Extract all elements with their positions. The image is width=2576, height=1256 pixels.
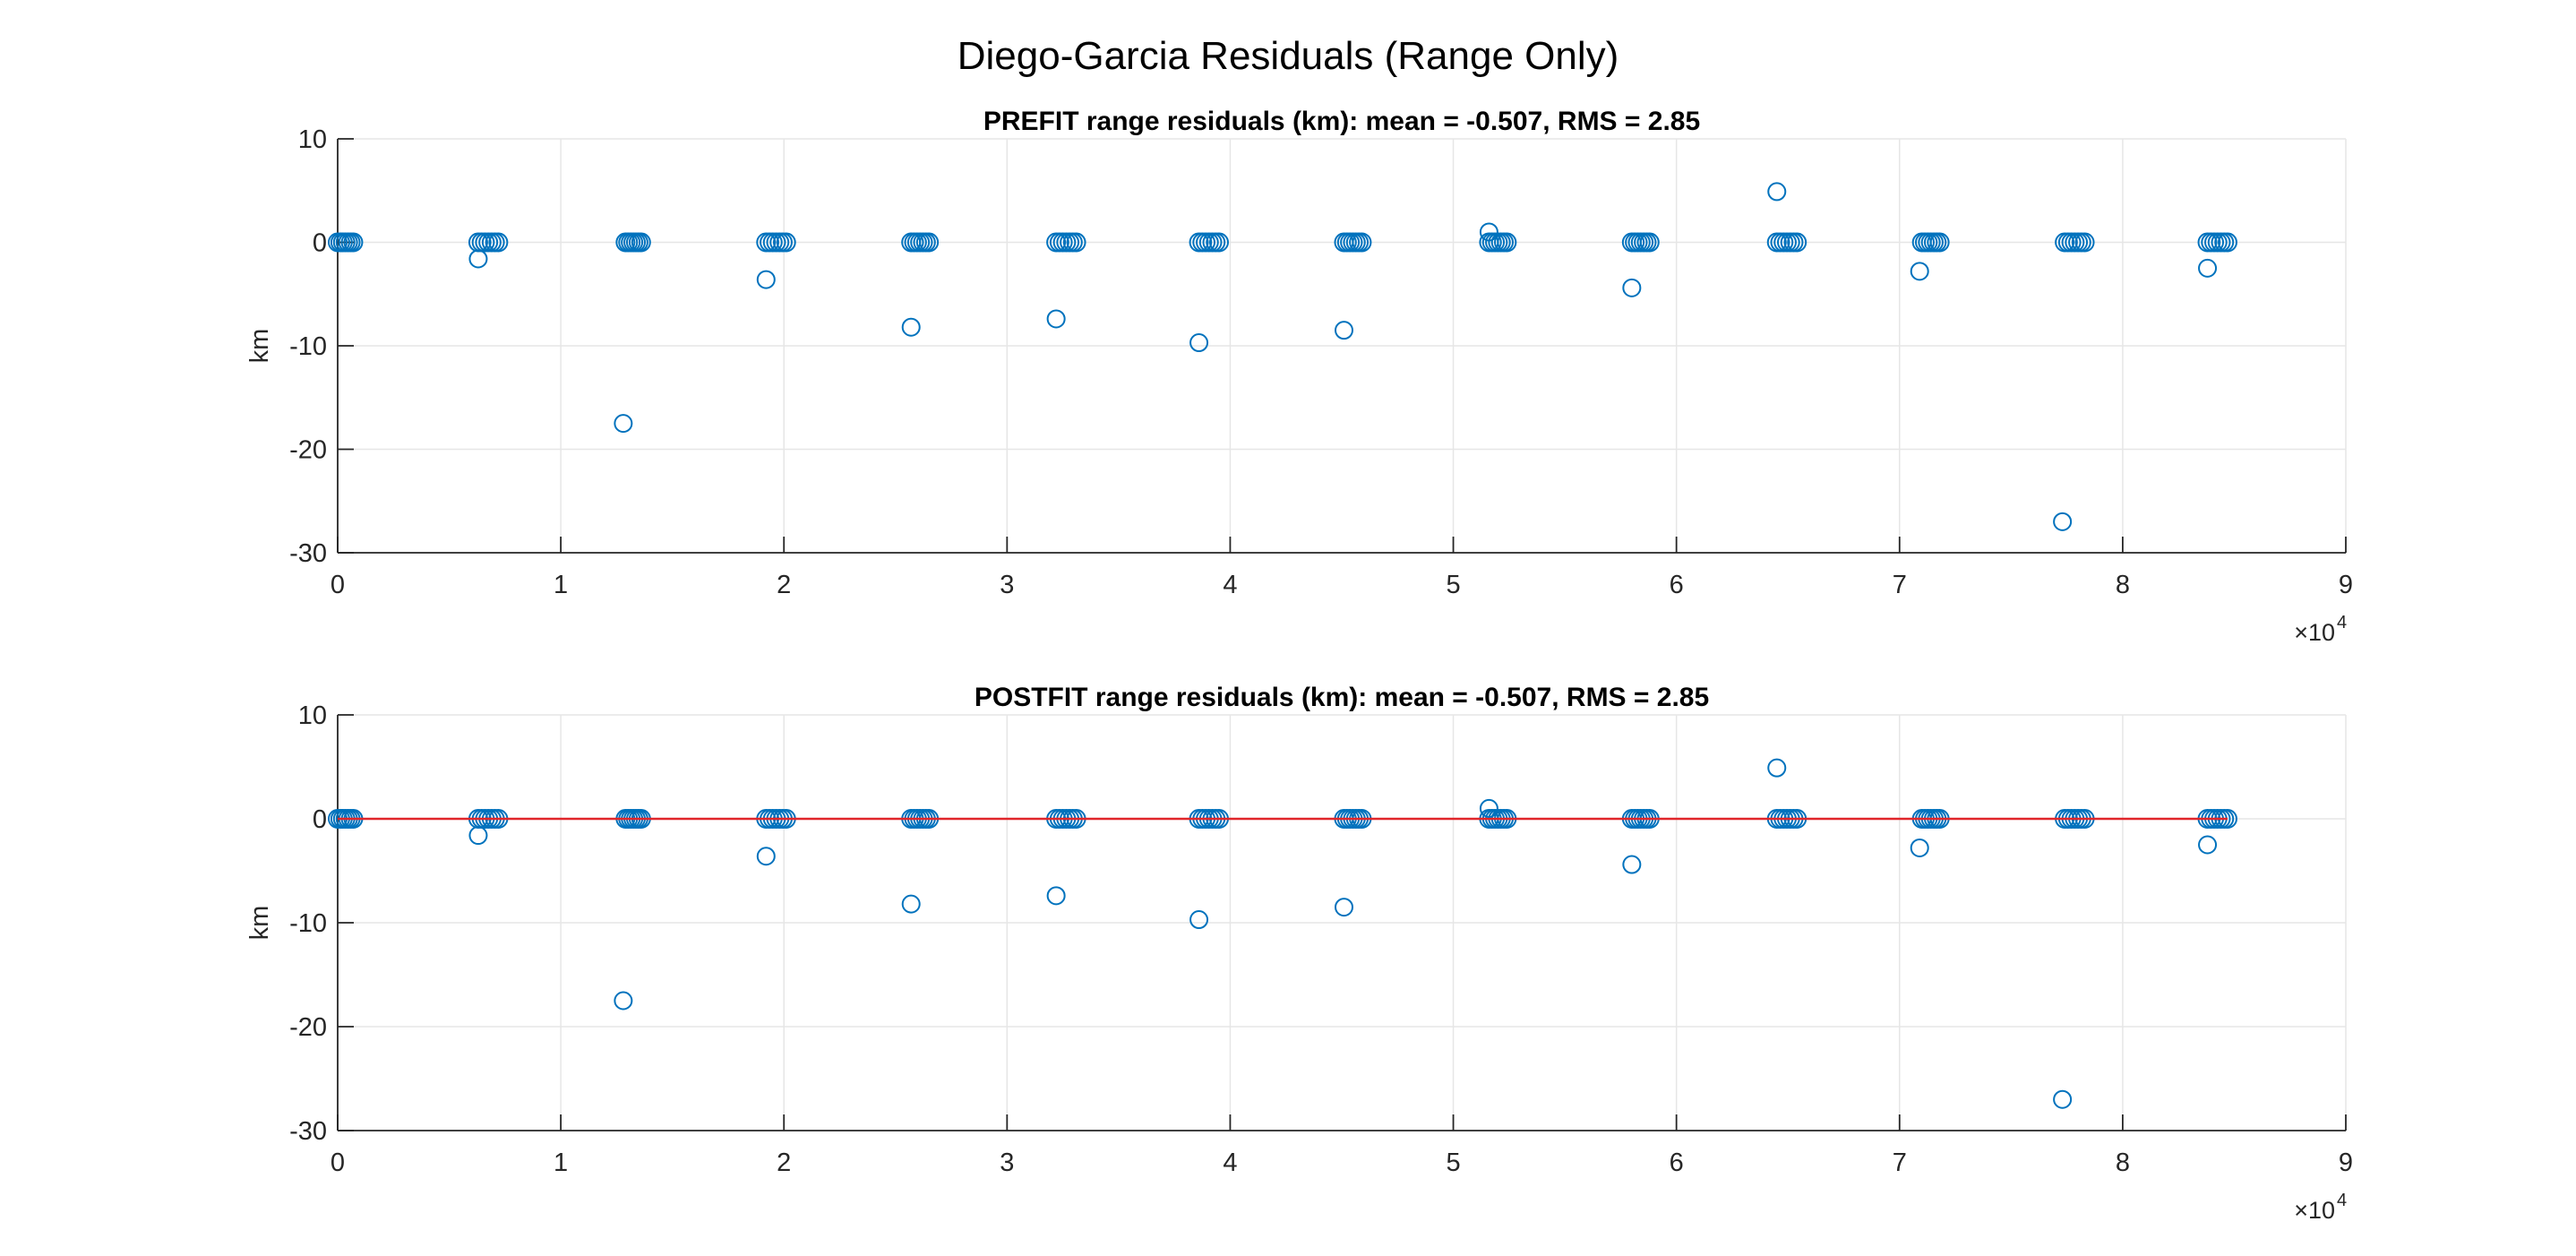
data-cluster xyxy=(1046,232,1086,253)
data-point-outlier xyxy=(1189,910,1209,930)
x-exponent-label: ×10 xyxy=(2294,619,2335,646)
data-point-outlier xyxy=(1767,182,1787,202)
data-point-outlier xyxy=(1046,886,1066,906)
figure-title: Diego-Garcia Residuals (Range Only) xyxy=(957,34,1619,78)
y-tick-label: 0 xyxy=(313,805,327,834)
y-tick-label: 10 xyxy=(298,125,327,154)
data-point-outlier xyxy=(2198,835,2218,855)
x-tick-label: 8 xyxy=(2116,1148,2130,1177)
x-tick-label: 0 xyxy=(331,1148,345,1177)
panel-title: POSTFIT range residuals (km): mean = -0.… xyxy=(975,683,1709,712)
x-exponent-power: 4 xyxy=(2337,1191,2347,1210)
x-tick-label: 4 xyxy=(1223,1148,1237,1177)
data-point-outlier xyxy=(756,270,776,289)
y-axis-label: km xyxy=(245,906,274,941)
data-point xyxy=(776,232,796,253)
data-cluster xyxy=(468,232,509,253)
y-tick-label: -20 xyxy=(289,436,327,465)
data-cluster xyxy=(328,232,364,253)
data-point-outlier xyxy=(2198,258,2218,278)
data-point xyxy=(488,232,509,253)
data-point xyxy=(1787,232,1807,253)
data-cluster xyxy=(1479,232,1517,253)
data-point-outlier xyxy=(2053,512,2073,531)
data-cluster xyxy=(1911,232,1950,253)
x-exponent-power: 4 xyxy=(2337,613,2347,632)
y-tick-label: -30 xyxy=(289,1117,327,1146)
data-point-outlier xyxy=(1767,758,1787,778)
x-tick-label: 1 xyxy=(554,571,568,599)
x-exponent-label: ×10 xyxy=(2294,1197,2335,1224)
data-point-outlier xyxy=(468,826,488,846)
data-point-outlier xyxy=(1334,321,1353,340)
data-point xyxy=(2217,232,2237,253)
data-cluster xyxy=(1334,232,1372,253)
data-cluster xyxy=(1766,232,1807,253)
x-tick-label: 2 xyxy=(777,571,791,599)
data-point-outlier xyxy=(1910,262,1929,281)
x-tick-label: 7 xyxy=(1893,1148,1907,1177)
data-point-outlier xyxy=(614,414,633,434)
data-point-outlier xyxy=(1622,278,1642,297)
data-point xyxy=(631,232,651,253)
data-cluster xyxy=(1189,232,1229,253)
data-point-outlier xyxy=(901,894,921,914)
data-cluster xyxy=(2197,232,2237,253)
x-tick-label: 9 xyxy=(2339,571,2353,599)
data-point xyxy=(1639,232,1660,253)
data-point-outlier xyxy=(1479,798,1498,818)
data-point-outlier xyxy=(756,847,776,866)
x-tick-label: 9 xyxy=(2339,1148,2353,1177)
data-point-outlier xyxy=(614,991,633,1011)
data-point xyxy=(1066,232,1086,253)
data-cluster xyxy=(1621,232,1660,253)
x-tick-label: 8 xyxy=(2116,571,2130,599)
data-cluster xyxy=(2055,232,2095,253)
x-tick-label: 3 xyxy=(1000,571,1014,599)
data-point xyxy=(1208,232,1229,253)
y-tick-label: -30 xyxy=(289,539,327,568)
data-point xyxy=(919,232,940,253)
data-point xyxy=(1929,232,1950,253)
data-point-outlier xyxy=(901,317,921,337)
data-point-outlier xyxy=(1189,333,1209,353)
data-cluster xyxy=(756,232,796,253)
y-tick-label: -10 xyxy=(289,909,327,938)
data-point xyxy=(343,232,364,253)
data-point-outlier xyxy=(2053,1089,2073,1109)
x-tick-label: 6 xyxy=(1670,571,1684,599)
x-tick-label: 5 xyxy=(1446,571,1460,599)
data-point-outlier xyxy=(1622,855,1642,874)
data-point-outlier xyxy=(468,249,488,269)
data-point xyxy=(2074,232,2095,253)
data-point-outlier xyxy=(1479,222,1498,242)
y-tick-label: 0 xyxy=(313,229,327,258)
panel-title: PREFIT range residuals (km): mean = -0.5… xyxy=(983,107,1700,136)
x-tick-label: 5 xyxy=(1446,1148,1460,1177)
x-tick-label: 3 xyxy=(1000,1148,1014,1177)
y-tick-label: -10 xyxy=(289,332,327,361)
y-axis-label: km xyxy=(245,329,274,364)
data-point-outlier xyxy=(1334,898,1353,917)
data-cluster xyxy=(901,232,940,253)
x-tick-label: 6 xyxy=(1670,1148,1684,1177)
data-point xyxy=(1352,232,1372,253)
x-tick-label: 7 xyxy=(1893,571,1907,599)
data-point-outlier xyxy=(1910,838,1929,857)
data-point xyxy=(1497,232,1517,253)
data-point-outlier xyxy=(1046,309,1066,329)
x-tick-label: 2 xyxy=(777,1148,791,1177)
x-tick-label: 1 xyxy=(554,1148,568,1177)
x-tick-label: 4 xyxy=(1223,571,1237,599)
x-tick-label: 0 xyxy=(331,571,345,599)
y-tick-label: -20 xyxy=(289,1013,327,1042)
data-cluster xyxy=(615,232,651,253)
y-tick-label: 10 xyxy=(298,701,327,730)
